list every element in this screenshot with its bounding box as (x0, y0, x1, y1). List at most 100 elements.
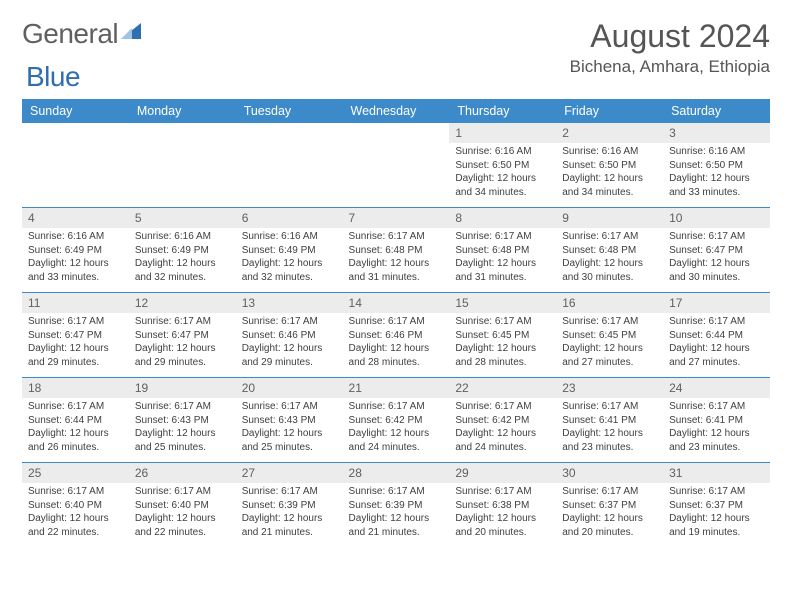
detail-line: Sunset: 6:49 PM (242, 244, 337, 258)
day-number-cell: 15 (449, 293, 556, 314)
day-number-cell: 9 (556, 208, 663, 229)
detail-line: Daylight: 12 hours (135, 342, 230, 356)
detail-line: and 33 minutes. (669, 186, 764, 200)
day-number-cell: 19 (129, 378, 236, 399)
weekday-header-row: Sunday Monday Tuesday Wednesday Thursday… (22, 99, 770, 123)
day-number-cell: 17 (663, 293, 770, 314)
detail-line: Sunset: 6:41 PM (562, 414, 657, 428)
detail-line: and 29 minutes. (242, 356, 337, 370)
detail-line: Sunset: 6:48 PM (349, 244, 444, 258)
detail-line: and 20 minutes. (455, 526, 550, 540)
detail-line: Sunrise: 6:17 AM (455, 485, 550, 499)
detail-line: and 21 minutes. (349, 526, 444, 540)
day-number-cell: 30 (556, 463, 663, 484)
day-number-cell: 6 (236, 208, 343, 229)
day-number-cell (236, 123, 343, 143)
detail-line: Daylight: 12 hours (562, 342, 657, 356)
detail-line: and 29 minutes. (28, 356, 123, 370)
page: General August 2024 Bichena, Amhara, Eth… (0, 0, 792, 547)
day-details-cell: Sunrise: 6:17 AMSunset: 6:45 PMDaylight:… (556, 313, 663, 378)
detail-line: Sunrise: 6:16 AM (28, 230, 123, 244)
detail-line: and 27 minutes. (669, 356, 764, 370)
detail-line: Daylight: 12 hours (455, 172, 550, 186)
day-number-cell: 29 (449, 463, 556, 484)
detail-line: Daylight: 12 hours (135, 257, 230, 271)
detail-line: Sunrise: 6:17 AM (349, 400, 444, 414)
detail-line: and 28 minutes. (349, 356, 444, 370)
title-block: August 2024 Bichena, Amhara, Ethiopia (570, 18, 770, 77)
detail-line: Sunrise: 6:17 AM (455, 400, 550, 414)
detail-line: Sunset: 6:39 PM (349, 499, 444, 513)
day-details-cell: Sunrise: 6:17 AMSunset: 6:44 PMDaylight:… (22, 398, 129, 463)
detail-line: Daylight: 12 hours (28, 512, 123, 526)
detail-line: Sunset: 6:47 PM (669, 244, 764, 258)
day-details-cell: Sunrise: 6:17 AMSunset: 6:42 PMDaylight:… (343, 398, 450, 463)
detail-line: Sunset: 6:45 PM (562, 329, 657, 343)
detail-line: Daylight: 12 hours (349, 427, 444, 441)
day-number-cell: 5 (129, 208, 236, 229)
detail-line: Daylight: 12 hours (669, 427, 764, 441)
detail-line: Daylight: 12 hours (28, 257, 123, 271)
detail-line: Sunrise: 6:17 AM (455, 230, 550, 244)
day-details-cell: Sunrise: 6:17 AMSunset: 6:47 PMDaylight:… (129, 313, 236, 378)
detail-line: Sunset: 6:38 PM (455, 499, 550, 513)
brand-name-1: General (22, 18, 118, 50)
detail-line: and 21 minutes. (242, 526, 337, 540)
detail-line: Sunset: 6:46 PM (349, 329, 444, 343)
detail-line: Daylight: 12 hours (455, 342, 550, 356)
day-details-cell: Sunrise: 6:16 AMSunset: 6:50 PMDaylight:… (449, 143, 556, 208)
detail-line: Sunset: 6:49 PM (135, 244, 230, 258)
day-number-cell: 10 (663, 208, 770, 229)
details-row: Sunrise: 6:16 AMSunset: 6:50 PMDaylight:… (22, 143, 770, 208)
day-number-cell: 24 (663, 378, 770, 399)
detail-line: Sunset: 6:37 PM (669, 499, 764, 513)
detail-line: Sunset: 6:46 PM (242, 329, 337, 343)
detail-line: Sunset: 6:45 PM (455, 329, 550, 343)
detail-line: and 22 minutes. (135, 526, 230, 540)
day-details-cell: Sunrise: 6:17 AMSunset: 6:38 PMDaylight:… (449, 483, 556, 547)
day-details-cell: Sunrise: 6:17 AMSunset: 6:40 PMDaylight:… (22, 483, 129, 547)
weekday-header: Thursday (449, 99, 556, 123)
detail-line: Sunset: 6:47 PM (135, 329, 230, 343)
day-details-cell: Sunrise: 6:17 AMSunset: 6:47 PMDaylight:… (22, 313, 129, 378)
detail-line: Sunset: 6:43 PM (242, 414, 337, 428)
details-row: Sunrise: 6:17 AMSunset: 6:47 PMDaylight:… (22, 313, 770, 378)
daynum-row: 25262728293031 (22, 463, 770, 484)
detail-line: and 33 minutes. (28, 271, 123, 285)
day-details-cell: Sunrise: 6:17 AMSunset: 6:47 PMDaylight:… (663, 228, 770, 293)
weekday-header: Saturday (663, 99, 770, 123)
day-details-cell: Sunrise: 6:16 AMSunset: 6:50 PMDaylight:… (663, 143, 770, 208)
details-row: Sunrise: 6:17 AM Sunset: 6:44 PM Daylight:… (22, 398, 770, 463)
day-details-cell: Sunrise: 6:17 AMSunset: 6:46 PMDaylight:… (236, 313, 343, 378)
day-number-cell: 26 (129, 463, 236, 484)
day-details-cell: Sunrise: 6:17 AMSunset: 6:48 PMDaylight:… (343, 228, 450, 293)
detail-line: Sunrise: 6:17 AM (28, 315, 123, 329)
weekday-header: Friday (556, 99, 663, 123)
day-details-cell: Sunrise: 6:17 AMSunset: 6:43 PMDaylight:… (129, 398, 236, 463)
detail-line: Sunrise: 6:17 AM (669, 315, 764, 329)
daynum-row: 123 (22, 123, 770, 143)
detail-line: Sunrise: 6:17 AM (349, 230, 444, 244)
detail-line: Sunset: 6:48 PM (455, 244, 550, 258)
detail-line: Daylight: 12 hours (562, 257, 657, 271)
detail-line: Daylight: 12 hours (455, 512, 550, 526)
detail-line: Sunrise: 6:17 AM (669, 230, 764, 244)
day-details-cell: Sunrise: 6:17 AMSunset: 6:41 PMDaylight:… (556, 398, 663, 463)
day-number-cell: 27 (236, 463, 343, 484)
weekday-header: Wednesday (343, 99, 450, 123)
day-number-cell: 23 (556, 378, 663, 399)
detail-line: Sunrise: 6:17 AM (242, 485, 337, 499)
detail-line: and 23 minutes. (669, 441, 764, 455)
detail-line: Sunrise: 6:17 AM (669, 485, 764, 499)
detail-line: Sunrise: 6:17 AM (135, 315, 230, 329)
daynum-row: 45678910 (22, 208, 770, 229)
day-number-cell: 22 (449, 378, 556, 399)
day-number-cell: 7 (343, 208, 450, 229)
detail-line: Daylight: 12 hours (28, 342, 123, 356)
detail-line: Sunrise: 6:17 AM (562, 485, 657, 499)
detail-line: Sunset: 6:44 PM (28, 414, 123, 428)
day-number-cell (22, 123, 129, 143)
detail-line: and 34 minutes. (455, 186, 550, 200)
detail-line: Daylight: 12 hours (242, 257, 337, 271)
day-number-cell: 3 (663, 123, 770, 143)
